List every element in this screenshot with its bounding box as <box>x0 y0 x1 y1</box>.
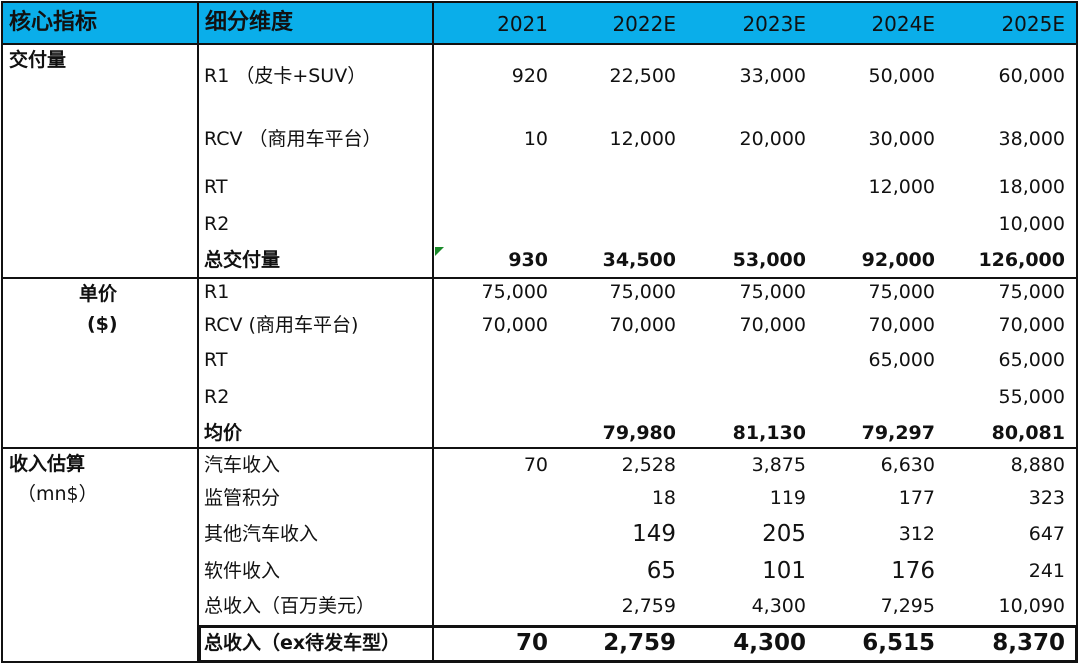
value-cell: 241 <box>1028 560 1065 582</box>
row-dimension: R2 <box>204 386 230 408</box>
value-cell: 22,500 <box>609 65 676 87</box>
value-cell: 70,000 <box>739 314 806 336</box>
value-cell: 10,090 <box>998 595 1065 617</box>
value-cell: 920 <box>511 65 548 87</box>
value-cell: 34,500 <box>602 249 676 271</box>
value-cell: 75,000 <box>998 281 1065 303</box>
value-cell: 75,000 <box>481 281 548 303</box>
value-cell: 70,000 <box>609 314 676 336</box>
value-cell: 60,000 <box>998 65 1065 87</box>
cell-comment-marker <box>435 247 444 256</box>
value-cell: 177 <box>898 487 935 509</box>
value-cell: 12,000 <box>609 128 676 150</box>
value-cell: 50,000 <box>868 65 935 87</box>
value-cell: 101 <box>762 558 806 584</box>
value-cell: 65,000 <box>998 349 1065 371</box>
value-cell: 2,759 <box>621 595 676 617</box>
value-cell: 55,000 <box>998 386 1065 408</box>
header-year: 2024E <box>871 12 935 36</box>
column-divider <box>432 3 434 661</box>
value-cell: 8,370 <box>992 630 1065 656</box>
value-cell: 75,000 <box>868 281 935 303</box>
value-cell: 176 <box>891 558 935 584</box>
value-cell: 18,000 <box>998 176 1065 198</box>
value-cell: 20,000 <box>739 128 806 150</box>
value-cell: 30,000 <box>868 128 935 150</box>
header-year: 2021 <box>497 12 548 36</box>
value-cell: 38,000 <box>998 128 1065 150</box>
value-cell: 75,000 <box>739 281 806 303</box>
header-metric: 核心指标 <box>9 10 98 35</box>
column-divider <box>197 3 199 661</box>
row-dimension: RCV （商用车平台） <box>204 128 382 150</box>
header-dimension: 细分维度 <box>205 10 294 35</box>
group-unit: ($) <box>87 313 118 335</box>
table-header: 核心指标 细分维度 <box>3 3 1076 45</box>
value-cell: 312 <box>898 523 935 545</box>
group-label: 收入估算 <box>9 453 86 475</box>
value-cell: 92,000 <box>861 249 935 271</box>
row-dimension: RT <box>204 176 228 198</box>
row-dimension: 总交付量 <box>204 249 281 271</box>
value-cell: 205 <box>762 521 806 547</box>
group-label: 交付量 <box>9 49 67 71</box>
value-cell: 70 <box>523 454 548 476</box>
row-dimension: RCV (商用车平台) <box>204 314 359 336</box>
group-label: 单价 <box>79 283 118 305</box>
row-dimension: 汽车收入 <box>204 454 281 476</box>
value-cell: 79,980 <box>602 422 676 444</box>
value-cell: 4,300 <box>751 595 806 617</box>
row-dimension: 监管积分 <box>204 487 281 509</box>
total-row-box <box>198 625 1078 663</box>
row-dimension: 其他汽车收入 <box>204 523 319 545</box>
value-cell: 53,000 <box>732 249 806 271</box>
row-dimension: R2 <box>204 213 230 235</box>
row-dimension: R1 （皮卡+SUV） <box>204 65 367 87</box>
value-cell: 2,759 <box>603 630 676 656</box>
header-year: 2025E <box>1001 12 1065 36</box>
value-cell: 12,000 <box>868 176 935 198</box>
value-cell: 33,000 <box>739 65 806 87</box>
value-cell: 70,000 <box>998 314 1065 336</box>
row-dimension: 总收入（百万美元） <box>204 595 376 617</box>
value-cell: 126,000 <box>978 249 1065 271</box>
value-cell: 930 <box>508 249 548 271</box>
value-cell: 65,000 <box>868 349 935 371</box>
row-dimension: 均价 <box>204 422 243 444</box>
value-cell: 70,000 <box>868 314 935 336</box>
value-cell: 7,295 <box>880 595 935 617</box>
value-cell: 10,000 <box>998 213 1065 235</box>
value-cell: 10 <box>523 128 548 150</box>
value-cell: 2,528 <box>621 454 676 476</box>
value-cell: 6,515 <box>862 630 935 656</box>
row-dimension: RT <box>204 349 228 371</box>
value-cell: 65 <box>646 558 676 584</box>
value-cell: 80,081 <box>991 422 1065 444</box>
group-divider <box>3 447 1076 449</box>
value-cell: 149 <box>632 521 676 547</box>
header-year: 2023E <box>742 12 806 36</box>
value-cell: 647 <box>1028 523 1065 545</box>
value-cell: 3,875 <box>751 454 806 476</box>
value-cell: 6,630 <box>880 454 935 476</box>
value-cell: 81,130 <box>732 422 806 444</box>
header-year: 2022E <box>612 12 676 36</box>
value-cell: 70 <box>515 630 548 656</box>
value-cell: 4,300 <box>733 630 806 656</box>
row-dimension: 总收入（ex待发车型） <box>204 632 401 654</box>
group-divider <box>3 277 1076 279</box>
value-cell: 79,297 <box>861 422 935 444</box>
value-cell: 323 <box>1028 487 1065 509</box>
value-cell: 119 <box>769 487 806 509</box>
value-cell: 70,000 <box>481 314 548 336</box>
value-cell: 18 <box>651 487 676 509</box>
value-cell: 8,880 <box>1010 454 1065 476</box>
value-cell: 75,000 <box>609 281 676 303</box>
group-unit: （mn$） <box>17 483 98 505</box>
row-dimension: 软件收入 <box>204 560 281 582</box>
row-dimension: R1 <box>204 281 230 303</box>
